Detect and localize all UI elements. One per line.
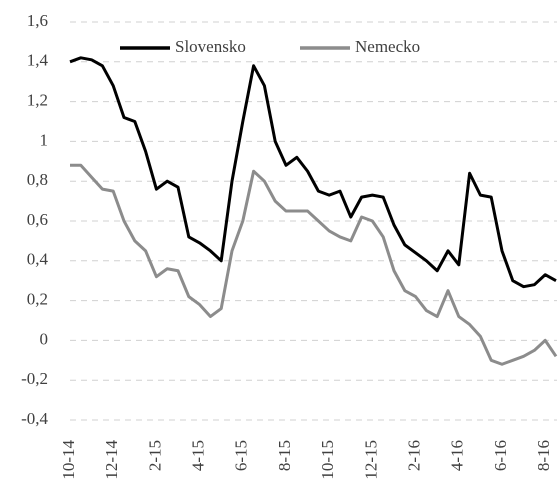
y-tick-label: 0,8: [27, 170, 48, 189]
y-tick-label: 0,2: [27, 290, 48, 309]
y-tick-label: 0,4: [27, 250, 49, 269]
y-tick-label: 1,4: [27, 51, 49, 70]
y-tick-label: 1,2: [27, 91, 48, 110]
y-tick-label: -0,4: [21, 409, 48, 428]
legend-label: Slovensko: [175, 37, 246, 56]
legend-label: Nemecko: [355, 37, 420, 56]
x-tick-label: 4-16: [448, 440, 467, 471]
x-tick-label: 8-15: [275, 440, 294, 471]
x-tick-label: 6-15: [232, 440, 251, 471]
x-tick-label: 12-15: [361, 440, 380, 480]
x-tick-label: 8-16: [534, 440, 553, 471]
x-tick-label: 12-14: [102, 440, 121, 480]
y-tick-label: 1,6: [27, 11, 48, 30]
y-tick-label: 0,6: [27, 210, 48, 229]
x-tick-label: 2-16: [405, 440, 424, 471]
series-line: [69, 56, 557, 289]
x-tick-label: 2-15: [145, 440, 164, 471]
x-tick-label: 4-15: [189, 440, 208, 471]
x-tick-label: 6-16: [491, 440, 510, 471]
x-tick-label: 10-14: [59, 440, 78, 480]
x-tick-label: 10-15: [318, 440, 337, 480]
y-tick-label: 0: [40, 329, 49, 348]
y-tick-label: 1: [40, 130, 49, 149]
y-tick-label: -0,2: [21, 369, 48, 388]
series-line: [70, 163, 558, 366]
